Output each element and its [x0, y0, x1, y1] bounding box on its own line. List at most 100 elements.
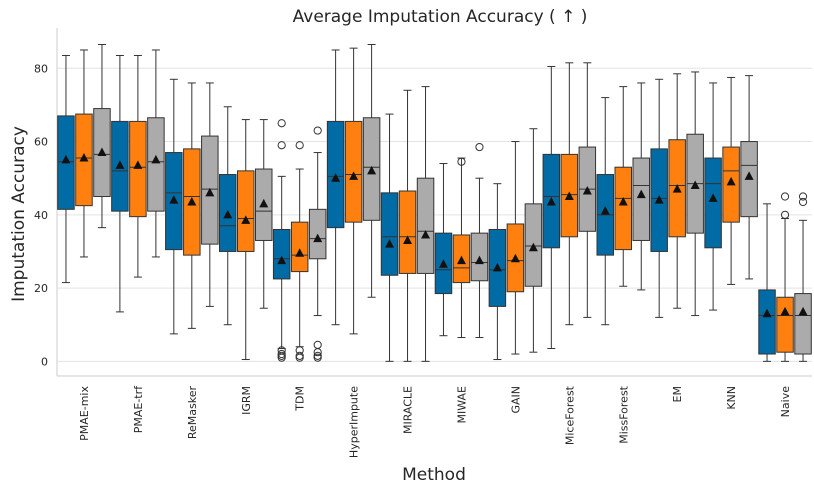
mean-marker: [654, 195, 664, 204]
x-tick-label: EM: [671, 386, 684, 402]
y-tick-labels: 0 20 40 60 80: [34, 62, 48, 368]
outlier-point: [798, 197, 808, 207]
box-group: [362, 43, 381, 298]
box-group: [632, 82, 650, 291]
box-body: [147, 117, 165, 212]
mean-marker: [582, 186, 592, 195]
chart-title: Average Imputation Accuracy ( ↑ ): [293, 7, 588, 27]
box-group: [111, 54, 129, 313]
box-group: [326, 49, 345, 326]
mean-marker: [636, 189, 646, 199]
box-group: [596, 97, 614, 326]
box-group: [183, 82, 201, 329]
box-group: [452, 157, 471, 339]
mean-marker: [187, 197, 197, 206]
mean-marker: [672, 184, 682, 193]
mean-marker: [133, 160, 143, 169]
x-tick-label: KNN: [725, 386, 738, 410]
y-tick-label: 60: [34, 136, 48, 149]
mean-marker: [241, 215, 251, 224]
box-body: [129, 120, 147, 218]
outlier-point: [780, 210, 790, 219]
mean-marker: [115, 160, 125, 169]
outlier-point: [295, 353, 304, 362]
mean-marker: [331, 173, 341, 182]
mean-marker: [708, 193, 718, 202]
box-body: [398, 190, 417, 274]
mean-marker: [277, 255, 287, 265]
mean-marker: [528, 242, 538, 252]
outlier-point: [313, 340, 322, 349]
mean-marker: [151, 154, 161, 164]
x-tick-label: Naive: [779, 386, 792, 418]
outlier-point: [295, 141, 304, 150]
box-group: [165, 78, 183, 335]
box-group: [272, 119, 291, 362]
mean-marker: [564, 191, 574, 201]
box-group: [75, 49, 93, 258]
box-group: [416, 86, 435, 362]
box-group: [560, 62, 579, 326]
mean-marker: [438, 259, 448, 268]
plot-frame: [56, 28, 812, 377]
box-group: [93, 43, 111, 229]
x-tick-label: TDM: [294, 386, 307, 412]
box-group: [344, 47, 363, 335]
box-body: [237, 170, 255, 252]
box-body: [776, 296, 794, 353]
x-tick-label: MissForest: [617, 385, 630, 443]
mean-marker: [385, 239, 395, 248]
box-body: [704, 157, 722, 249]
x-tick-label: ReMasker: [186, 386, 199, 440]
mean-marker: [456, 255, 466, 265]
mean-marker: [367, 165, 377, 175]
outlier-point: [313, 353, 322, 362]
x-tick-label: GAIN: [509, 386, 522, 414]
y-tick-label: 40: [34, 209, 48, 222]
box-group: [219, 106, 237, 326]
box-group: [380, 113, 399, 362]
box-group: [704, 82, 722, 311]
box-group: [524, 128, 543, 353]
mean-marker: [295, 248, 305, 257]
y-tick-label: 20: [34, 282, 48, 295]
box-group: [147, 49, 165, 258]
outlier-point: [277, 119, 286, 128]
box-group: [776, 192, 794, 362]
mean-marker: [600, 206, 610, 215]
outlier-point: [313, 126, 322, 135]
box-body: [272, 228, 291, 280]
box-body: [416, 177, 435, 274]
x-tick-label: PMAE-mix: [78, 386, 91, 441]
y-tick-label: 0: [41, 355, 48, 368]
outlier-point: [475, 142, 484, 152]
box-plots: [57, 43, 812, 362]
box-group: [237, 119, 255, 361]
mean-marker: [205, 187, 215, 197]
x-tick-label: PMAE-trf: [132, 385, 145, 433]
mean-marker: [169, 195, 179, 204]
mean-marker: [510, 253, 520, 263]
mean-marker: [61, 154, 71, 164]
mean-marker: [762, 308, 772, 318]
box-group: [398, 89, 417, 362]
box-body: [758, 289, 776, 355]
box-group: [57, 54, 75, 284]
outlier-point: [277, 141, 286, 150]
box-group: [686, 71, 704, 317]
box-group: [129, 54, 147, 278]
box-body: [794, 293, 812, 355]
box-group: [794, 192, 812, 362]
x-tick-labels: PMAE-mix PMAE-trf ReMasker IGRM TDM HyperImpu…: [78, 385, 792, 458]
y-tick-label: 80: [34, 62, 48, 75]
box-group: [506, 141, 525, 355]
mean-marker: [618, 197, 628, 206]
outlier-point: [780, 192, 790, 201]
mean-marker: [259, 198, 269, 208]
box-group: [308, 126, 327, 362]
mean-marker: [223, 209, 233, 219]
mean-marker: [744, 171, 754, 180]
x-tick-label: MIWAE: [455, 386, 468, 424]
mean-marker: [79, 153, 89, 162]
